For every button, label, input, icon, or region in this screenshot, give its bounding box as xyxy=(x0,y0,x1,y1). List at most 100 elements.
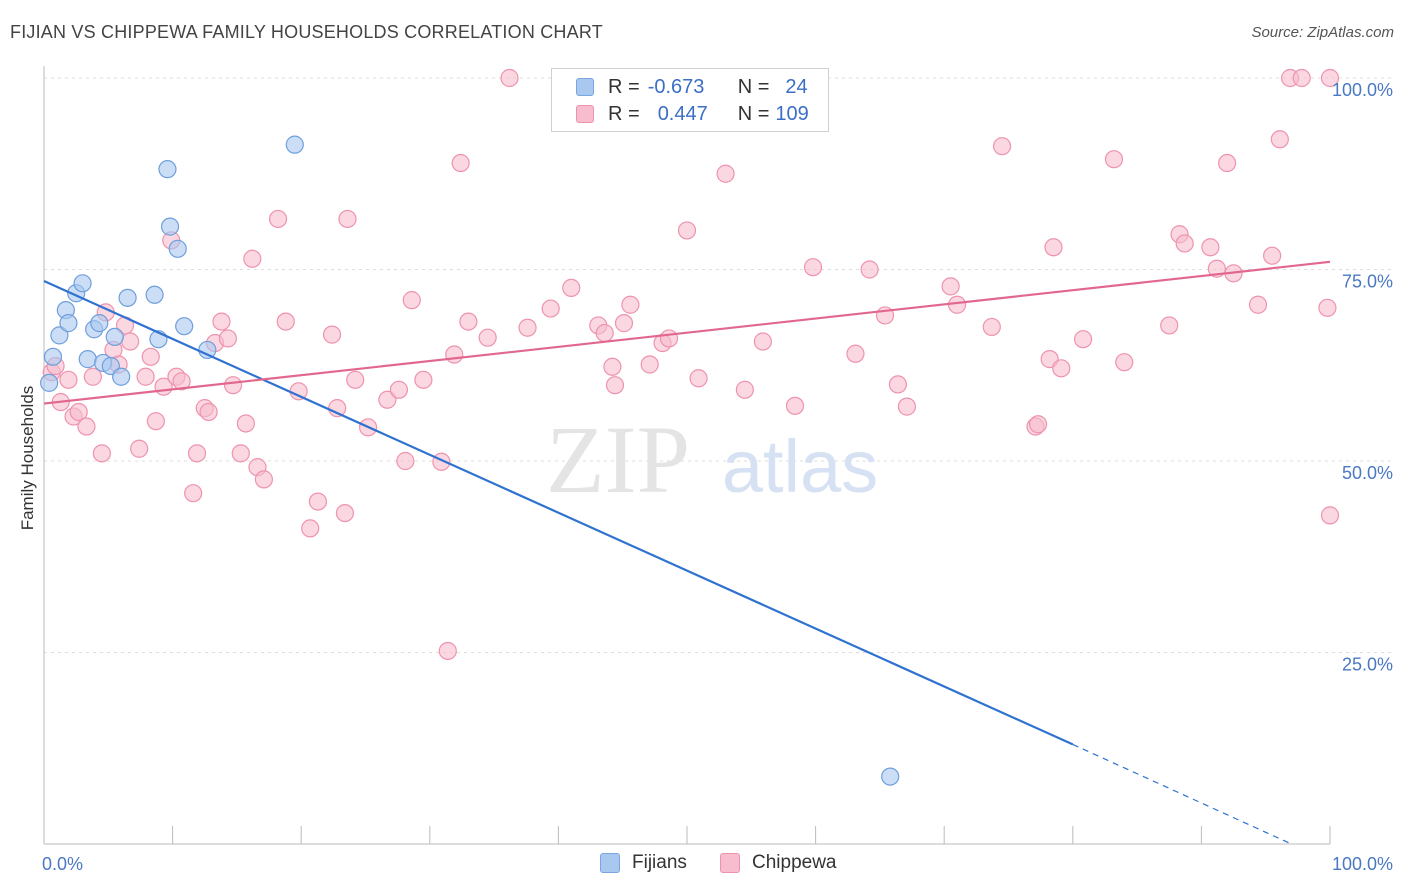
fijians-legend-label: Fijians xyxy=(632,852,687,873)
chippewa-point xyxy=(1104,150,1124,169)
series-legend: Fijians Chippewa xyxy=(0,852,1406,878)
legend-item-fijians[interactable]: Fijians xyxy=(600,852,687,874)
fijians-point xyxy=(145,285,164,304)
chippewa-point xyxy=(1175,234,1194,253)
y-axis-label: Family Households xyxy=(18,386,37,531)
source-credit: Source: ZipAtlas.com xyxy=(1251,24,1394,41)
chippewa-point xyxy=(121,332,140,351)
chippewa-point xyxy=(389,380,409,399)
fijians-point xyxy=(158,160,177,179)
r-value: -0.673 xyxy=(647,75,705,98)
chippewa-point xyxy=(268,209,288,229)
chippewa-trend-line xyxy=(43,260,1331,405)
chippewa-point xyxy=(172,372,191,391)
fijians-point xyxy=(40,373,59,392)
chippewa-point xyxy=(603,357,622,376)
legend-row-chippewa: R = 0.447 N = 109 xyxy=(576,101,809,127)
fijians-trend-extension xyxy=(1072,743,1292,845)
chippewa-legend-swatch xyxy=(720,853,740,873)
chippewa-point xyxy=(378,390,397,409)
chippewa-point xyxy=(982,317,1001,337)
chippewa-point xyxy=(322,325,342,344)
fijians-point xyxy=(175,317,194,336)
chippewa-point xyxy=(199,402,218,422)
chippewa-point xyxy=(83,367,102,386)
watermark-atlas: atlas xyxy=(722,425,878,508)
chippewa-point xyxy=(243,249,262,268)
fijians-point xyxy=(73,274,92,293)
chippewa-point xyxy=(438,641,457,661)
grid-lines xyxy=(44,77,1392,653)
fijians-legend-swatch xyxy=(600,853,620,873)
chippewa-point xyxy=(402,291,421,310)
chippewa-point xyxy=(888,375,908,394)
fijians-point xyxy=(285,135,304,154)
chippewa-point xyxy=(947,295,967,314)
chippewa-point xyxy=(562,278,581,297)
watermark: ZIP atlas xyxy=(546,406,878,513)
fijians-point xyxy=(168,239,187,258)
chippewa-point xyxy=(689,369,708,388)
chippewa-point xyxy=(1115,353,1134,372)
chippewa-point xyxy=(459,312,478,331)
chippewa-point xyxy=(735,380,754,399)
y-tick-label: 100.0% xyxy=(1332,80,1393,100)
r-label: R = xyxy=(608,102,640,125)
chippewa-point xyxy=(184,484,203,503)
fijians-point xyxy=(118,288,137,307)
chippewa-point xyxy=(941,277,960,296)
chippewa-point xyxy=(301,519,320,538)
y-tick-label: 50.0% xyxy=(1342,463,1393,483)
fijians-point xyxy=(90,314,109,333)
x-tick-label-min: 0.0% xyxy=(42,854,83,874)
fijians-point xyxy=(50,326,69,345)
chippewa-point xyxy=(621,295,640,314)
stats-legend: R = -0.673 N = 24 R = 0.447 N = 109 xyxy=(551,68,829,132)
chippewa-point xyxy=(846,344,865,363)
n-label: N = xyxy=(737,102,770,125)
chippewa-point xyxy=(518,318,537,337)
chippewa-point xyxy=(451,153,470,173)
chippewa-point xyxy=(1248,295,1268,314)
chippewa-point xyxy=(223,376,243,395)
axes xyxy=(43,66,1331,845)
chippewa-point xyxy=(1320,68,1340,88)
chart-title: FIJIAN VS CHIPPEWA FAMILY HOUSEHOLDS COR… xyxy=(10,22,603,42)
chippewa-point xyxy=(396,451,415,471)
r-label: R = xyxy=(608,75,640,98)
fijians-point xyxy=(43,347,63,366)
chippewa-point xyxy=(218,329,237,348)
chippewa-point xyxy=(1320,506,1340,525)
chippewa-point xyxy=(236,414,256,433)
chippewa-point xyxy=(136,367,155,386)
chippewa-point xyxy=(897,397,917,416)
n-value: 24 xyxy=(785,75,808,98)
chippewa-point xyxy=(335,503,355,523)
chippewa-point xyxy=(146,412,165,431)
axis-labels: 25.0% 50.0% 75.0% 100.0% 0.0% 100.0% Family Ho… xyxy=(18,80,1393,874)
chippewa-point xyxy=(92,444,111,463)
chippewa-point xyxy=(595,323,614,343)
fijians-point xyxy=(78,350,97,369)
r-value: 0.447 xyxy=(657,102,708,125)
chippewa-point xyxy=(860,260,879,279)
fijians-point xyxy=(105,327,124,347)
chippewa-point xyxy=(445,345,464,364)
chippewa-point xyxy=(276,312,295,331)
chippewa-point xyxy=(212,312,231,331)
n-value: 109 xyxy=(775,102,809,125)
legend-item-chippewa[interactable]: Chippewa xyxy=(720,852,837,874)
chippewa-point xyxy=(254,470,274,489)
fijians-point xyxy=(112,367,131,386)
x-tick-label-max: 100.0% xyxy=(1332,854,1393,874)
chippewa-point xyxy=(677,221,697,240)
chippewa-point xyxy=(753,332,772,351)
chippewa-point xyxy=(659,329,679,348)
chippewa-point xyxy=(1292,68,1311,88)
fijians-swatch xyxy=(576,78,594,96)
chippewa-point xyxy=(640,355,659,374)
chippewa-legend-label: Chippewa xyxy=(752,852,837,873)
chippewa-point xyxy=(1270,130,1289,149)
fijians-point xyxy=(160,217,180,236)
